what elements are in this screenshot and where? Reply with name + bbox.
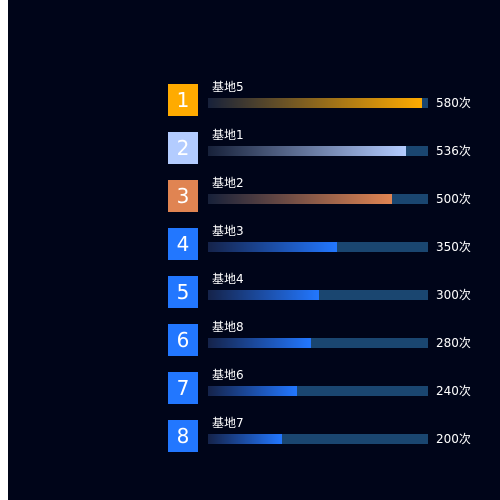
bar-track	[208, 146, 428, 156]
rank-badge: 5	[168, 276, 198, 308]
rank-row: 7 基地6 240次	[8, 368, 500, 406]
rank-name: 基地6	[212, 368, 244, 382]
bar-fill	[208, 146, 406, 156]
ranking-list: 1 基地5 580次 2 基地1 536次 3 基地2 500次 4 基地3 3…	[8, 0, 500, 500]
bar-track	[208, 386, 428, 396]
bar-track	[208, 434, 428, 444]
rank-badge: 3	[168, 180, 198, 212]
ranking-panel: 1 基地5 580次 2 基地1 536次 3 基地2 500次 4 基地3 3…	[8, 0, 500, 500]
rank-row: 4 基地3 350次	[8, 224, 500, 262]
rank-row: 2 基地1 536次	[8, 128, 500, 166]
bar-fill	[208, 98, 422, 108]
bar-fill	[208, 434, 282, 444]
bar-fill	[208, 290, 319, 300]
rank-value: 280次	[436, 336, 471, 350]
rank-badge: 4	[168, 228, 198, 260]
bar-track	[208, 242, 428, 252]
bar-track	[208, 98, 428, 108]
rank-badge: 8	[168, 420, 198, 452]
bar-track	[208, 338, 428, 348]
rank-row: 3 基地2 500次	[8, 176, 500, 214]
rank-badge: 2	[168, 132, 198, 164]
rank-badge: 6	[168, 324, 198, 356]
rank-name: 基地4	[212, 272, 244, 286]
bar-track	[208, 194, 428, 204]
rank-row: 5 基地4 300次	[8, 272, 500, 310]
rank-name: 基地5	[212, 80, 244, 94]
rank-badge: 7	[168, 372, 198, 404]
rank-row: 6 基地8 280次	[8, 320, 500, 358]
rank-value: 500次	[436, 192, 471, 206]
rank-value: 200次	[436, 432, 471, 446]
rank-name: 基地1	[212, 128, 244, 142]
rank-name: 基地3	[212, 224, 244, 238]
rank-value: 300次	[436, 288, 471, 302]
rank-value: 240次	[436, 384, 471, 398]
rank-name: 基地7	[212, 416, 244, 430]
rank-badge: 1	[168, 84, 198, 116]
rank-value: 580次	[436, 96, 471, 110]
rank-row: 8 基地7 200次	[8, 416, 500, 454]
bar-fill	[208, 242, 337, 252]
rank-row: 1 基地5 580次	[8, 80, 500, 118]
bar-fill	[208, 338, 311, 348]
bar-fill	[208, 386, 297, 396]
rank-name: 基地2	[212, 176, 244, 190]
rank-value: 536次	[436, 144, 471, 158]
rank-value: 350次	[436, 240, 471, 254]
bar-fill	[208, 194, 392, 204]
rank-name: 基地8	[212, 320, 244, 334]
bar-track	[208, 290, 428, 300]
